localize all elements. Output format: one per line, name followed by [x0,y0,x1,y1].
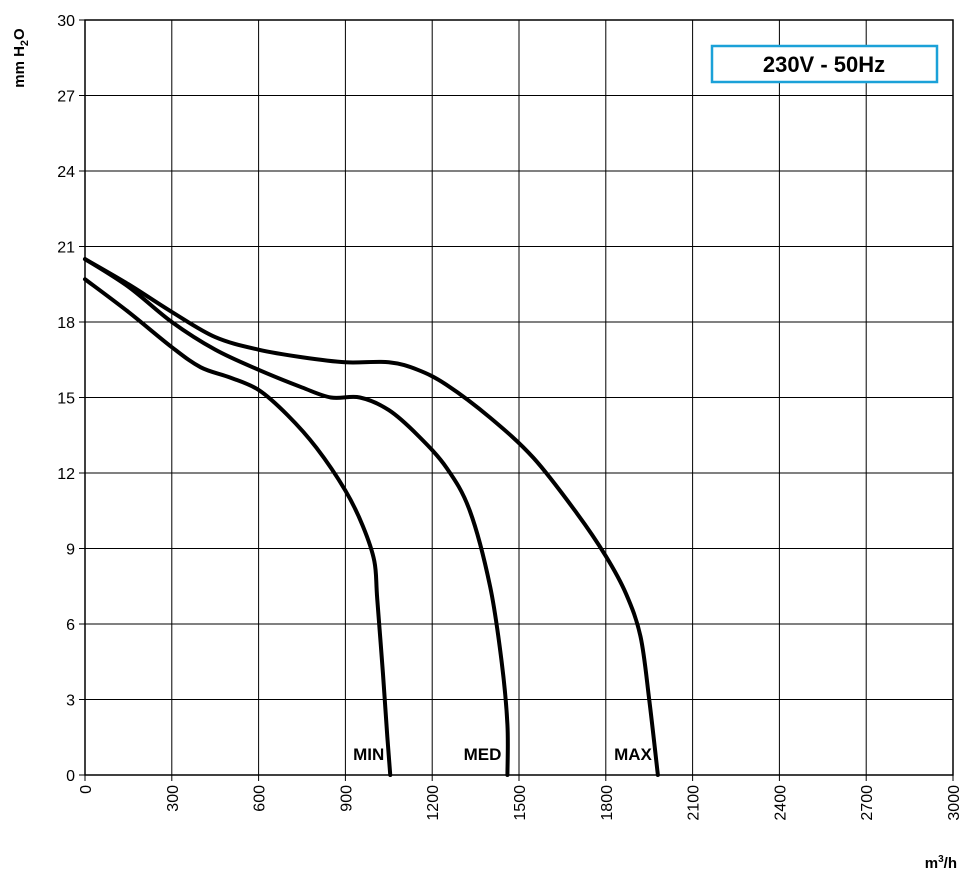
y-tick-label: 24 [57,164,75,181]
curve-med [83,257,510,777]
x-tick-label: 2100 [686,785,703,821]
curve-max [83,257,660,777]
x-axis-title: m3/h [925,854,957,872]
y-tick-label: 12 [57,466,75,483]
voltage-badge-box [710,44,939,84]
y-axis-title-sub: 2 [19,40,31,46]
voltage-badge-text: 230V - 50Hz [763,52,885,77]
y-axis-title: mm H2O [11,28,31,88]
y-tick-label: 6 [66,617,75,634]
x-axis-title-base: m [925,855,938,872]
curve-min [83,277,393,777]
y-tick-labels: 0 3 6 9 12 15 18 21 24 27 30 [57,13,75,785]
x-tick-label: 0 [78,785,95,794]
plot-frame [84,19,954,776]
x-tick-label: 1500 [512,785,529,821]
y-tick-label: 18 [57,315,75,332]
curve-label-med: MED [464,745,502,764]
y-tick-label: 0 [66,768,75,785]
x-tick-label: 300 [165,785,182,812]
y-axis-title-base: mm H [11,46,28,88]
curves [83,257,660,777]
x-tick-label: 3000 [946,785,961,821]
x-tick-label: 900 [338,785,355,812]
y-tick-label: 9 [66,542,75,559]
y-axis-title-tail: O [11,28,28,40]
y-tick-label: 30 [57,13,75,30]
y-tick-label: 15 [57,391,75,408]
curve-label-min: MIN [353,745,384,764]
x-tick-label: 2700 [859,785,876,821]
y-tick-label: 3 [66,693,75,710]
x-axis-title-tail: /h [944,855,957,872]
curve-labels: MIN MED MAX [353,745,652,764]
x-axis-title-sup: 3 [938,854,944,865]
x-tick-label: 1200 [425,785,442,821]
x-tick-label: 2400 [772,785,789,821]
voltage-badge: 230V - 50Hz [710,44,939,84]
x-tick-label: 600 [252,785,269,812]
x-tick-labels: 0 300 600 900 1200 1500 1800 2100 2400 2700 3000 [78,785,961,821]
y-tick-label: 27 [57,89,75,106]
y-tick-label: 21 [57,240,75,257]
grid [79,19,954,781]
curve-label-max: MAX [614,745,652,764]
x-tick-label: 1800 [599,785,616,821]
